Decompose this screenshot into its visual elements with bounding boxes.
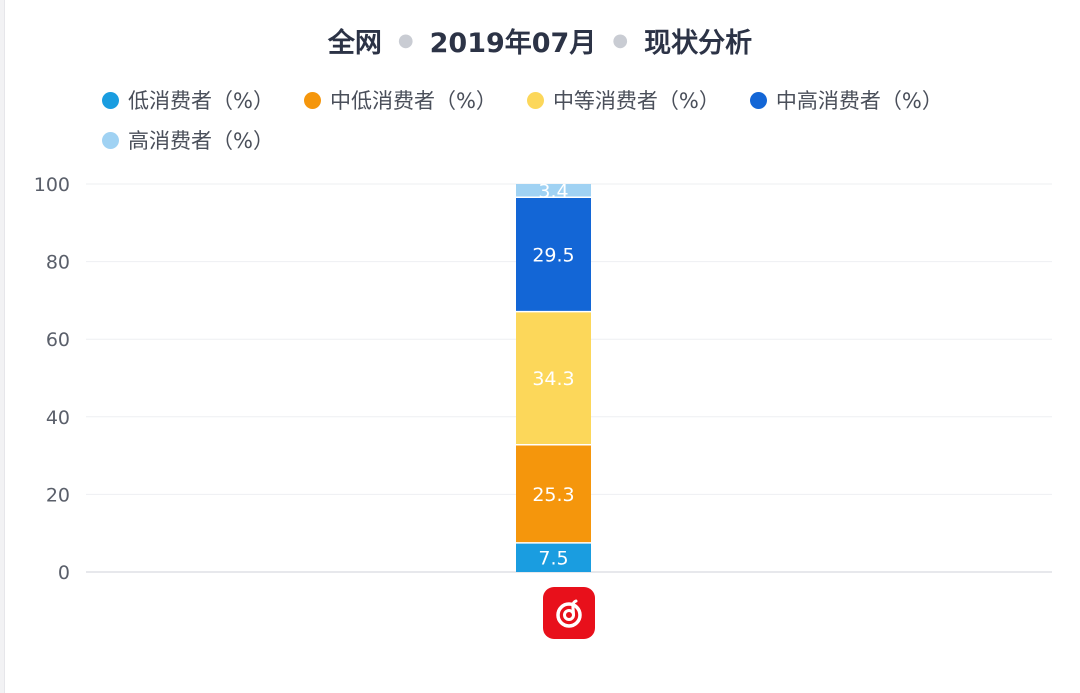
legend-dot <box>749 91 767 109</box>
data-label: 34.3 <box>532 368 574 390</box>
title-period: 2019年07月 <box>429 27 597 59</box>
legend-dot <box>526 91 544 109</box>
data-label: 25.3 <box>532 484 574 506</box>
legend-label: 高消费者（%） <box>128 129 274 153</box>
chart-title: 全网 ● 2019年07月 ● 现状分析 <box>0 20 1080 60</box>
legend-dot <box>102 91 119 109</box>
bar-segment-2[interactable] <box>516 311 591 445</box>
legend-item-high[interactable]: 高消费者（%） <box>102 124 274 156</box>
legend-dot <box>102 131 119 149</box>
legend-dot <box>303 91 321 109</box>
data-label: 7.5 <box>538 547 568 569</box>
bar-segment-1[interactable] <box>516 444 591 543</box>
bar-segment-4[interactable] <box>516 184 591 198</box>
legend-item-low[interactable]: 低消费者（%） <box>102 84 274 116</box>
y-tick-label: 100 <box>34 174 70 196</box>
legend-item-mid-low[interactable]: 中低消费者（%） <box>303 84 497 116</box>
netease-cloud-music-icon <box>543 587 595 639</box>
legend: 低消费者（%） 中低消费者（%） 中等消费者（%） 中高消费者（%） 高消费者（… <box>102 84 1032 156</box>
y-tick-label: 40 <box>46 407 70 429</box>
bar-segment-0[interactable] <box>516 542 591 572</box>
title-separator: ● <box>612 29 629 51</box>
legend-label: 中等消费者（%） <box>552 89 720 113</box>
data-label: 3.4 <box>538 181 568 203</box>
y-tick-label: 80 <box>46 252 70 274</box>
data-label: 29.5 <box>532 244 574 266</box>
legend-item-mid[interactable]: 中等消费者（%） <box>526 84 720 116</box>
y-tick-label: 20 <box>46 484 70 506</box>
legend-label: 中低消费者（%） <box>329 89 497 113</box>
title-separator: ● <box>397 29 414 51</box>
y-tick-label: 0 <box>58 562 70 584</box>
title-analysis: 现状分析 <box>644 27 753 59</box>
title-scope: 全网 <box>327 27 382 59</box>
legend-label: 中高消费者（%） <box>775 89 943 113</box>
legend-item-mid-high[interactable]: 中高消费者（%） <box>749 84 943 116</box>
y-tick-label: 60 <box>46 329 70 351</box>
bar-segment-3[interactable] <box>516 197 591 312</box>
legend-label: 低消费者（%） <box>128 89 274 113</box>
